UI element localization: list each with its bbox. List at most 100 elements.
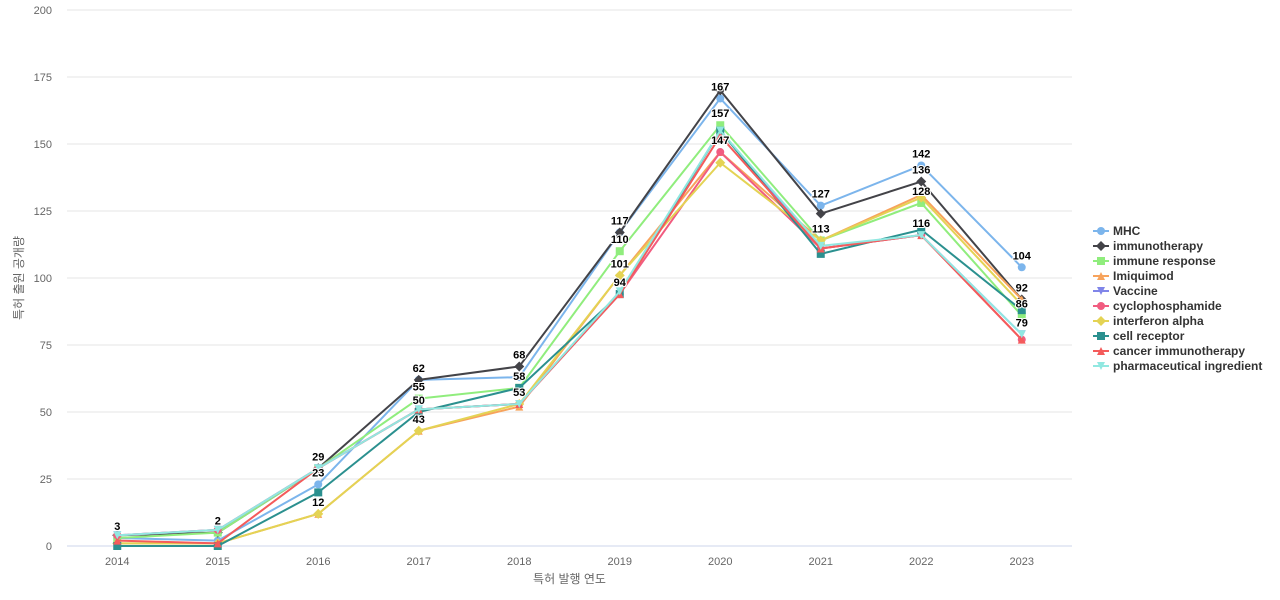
data-label: 127 [812, 189, 830, 201]
series-line-interferon-alpha [116, 161, 1023, 545]
data-point-pharmaceutical-ingredient [414, 405, 423, 414]
y-axis-title: 특허 출원 공개량 [12, 236, 26, 320]
legend-label: MHC [1113, 224, 1141, 238]
data-point-immune-response [414, 394, 423, 403]
legend-item-imiquimod[interactable]: Imiquimod [1093, 269, 1174, 283]
data-label: 92 [1016, 282, 1028, 294]
data-point-mhc [917, 161, 926, 170]
series-pharmaceutical-ingredient[interactable] [113, 126, 1026, 540]
data-point-pharmaceutical-ingredient [113, 531, 122, 540]
legend-item-mhc[interactable]: MHC [1093, 224, 1141, 238]
x-tick-label: 2023 [1010, 556, 1034, 568]
data-point-cell-receptor [515, 383, 524, 392]
data-point-interferon-alpha [916, 192, 927, 203]
data-point-immunotherapy [916, 176, 927, 187]
data-label: 86 [1016, 299, 1028, 311]
legend-item-pharmaceutical-ingredient[interactable]: pharmaceutical ingredient [1093, 359, 1262, 373]
series-layer [112, 85, 1027, 550]
y-tick-label: 150 [34, 139, 52, 151]
legend-symbol [1096, 316, 1106, 326]
data-point-cyclophosphamide [716, 148, 725, 157]
data-label: 128 [912, 186, 930, 198]
data-point-pharmaceutical-ingredient [515, 399, 524, 408]
data-label: 55 [413, 382, 425, 394]
legend-symbol [1097, 272, 1105, 280]
x-tick-label: 2020 [708, 556, 732, 568]
grid [67, 9, 1072, 547]
data-point-pharmaceutical-ingredient [1017, 330, 1026, 339]
y-tick-label: 25 [40, 474, 52, 486]
legend-symbol [1097, 347, 1105, 355]
axes: 0 25 50 75 100 125 150 175 200 2014 2015 2016 2017 20… [34, 5, 1072, 568]
data-point-pharmaceutical-ingredient [314, 464, 323, 473]
data-point-cell-receptor [917, 225, 926, 234]
data-point-cancer-immunotherapy [1017, 335, 1026, 344]
x-tick-label: 2018 [507, 556, 531, 568]
legend-item-interferon-alpha[interactable]: interferon alpha [1093, 314, 1204, 328]
x-tick-label: 2022 [909, 556, 933, 568]
legend-label: interferon alpha [1113, 314, 1204, 328]
data-label: 68 [513, 349, 525, 361]
legend-label: Vaccine [1113, 284, 1158, 298]
data-point-mhc [515, 373, 524, 382]
data-point-mhc [816, 201, 825, 210]
data-point-mhc [314, 480, 323, 489]
legend-item-cyclophosphamide[interactable]: cyclophosphamide [1093, 299, 1222, 313]
data-point-immunotherapy [514, 361, 525, 372]
data-label: 136 [912, 165, 930, 177]
legend-symbol [1097, 287, 1105, 295]
data-point-cancer-immunotherapy [213, 539, 222, 548]
legend-label: immunotherapy [1113, 239, 1203, 253]
data-label: 50 [413, 395, 425, 407]
data-point-immune-response [917, 198, 926, 207]
data-label: 147 [711, 135, 729, 147]
data-label: 12 [312, 497, 324, 509]
legend-symbol [1096, 241, 1106, 251]
y-tick-label: 200 [34, 5, 52, 17]
series-cyclophosphamide[interactable] [113, 148, 1026, 540]
data-point-immunotherapy [614, 227, 625, 238]
data-point-immunotherapy [413, 374, 424, 385]
data-label: 94 [614, 277, 627, 289]
data-label: 113 [812, 223, 830, 235]
series-immunotherapy[interactable] [112, 85, 1027, 541]
series-line-immune-response [116, 124, 1023, 539]
legend-item-immune-response[interactable]: immune response [1093, 254, 1216, 268]
series-interferon-alpha[interactable] [112, 157, 1027, 549]
legend-symbol [1097, 332, 1105, 340]
data-label: 101 [611, 258, 629, 270]
data-point-pharmaceutical-ingredient [816, 241, 825, 250]
legend-item-cell-receptor[interactable]: cell receptor [1093, 329, 1185, 343]
series-vaccine[interactable] [113, 126, 1026, 540]
legend-symbol [1097, 257, 1105, 265]
data-label: 110 [611, 234, 629, 246]
data-label: 117 [611, 215, 629, 227]
series-line-vaccine [116, 129, 1023, 537]
series-line-pharmaceutical-ingredient [116, 129, 1023, 537]
data-label: 62 [413, 363, 425, 375]
legend-label: cyclophosphamide [1113, 299, 1222, 313]
legend-item-cancer-immunotherapy[interactable]: cancer immunotherapy [1093, 344, 1245, 358]
data-point-mhc [716, 94, 725, 103]
legend-label: immune response [1113, 254, 1216, 268]
legend-item-vaccine[interactable]: Vaccine [1093, 284, 1158, 298]
data-point-immune-response [615, 247, 624, 256]
data-label: 104 [1013, 250, 1032, 262]
series-line-mhc [116, 97, 1023, 542]
data-label: 2 [215, 516, 221, 528]
data-label: 167 [711, 81, 729, 93]
data-label: 3 [114, 521, 120, 533]
x-axis-title: 특허 발행 연도 [533, 571, 606, 586]
data-label: 79 [1016, 317, 1028, 329]
data-point-pharmaceutical-ingredient [716, 126, 725, 135]
y-tick-label: 100 [34, 273, 52, 285]
data-point-interferon-alpha [413, 425, 424, 436]
y-tick-label: 175 [34, 72, 52, 84]
data-point-immune-response [1017, 311, 1026, 320]
y-tick-label: 0 [46, 541, 52, 553]
data-label: 53 [513, 387, 525, 399]
legend-item-immunotherapy[interactable]: immunotherapy [1093, 239, 1203, 253]
legend-symbol [1097, 362, 1105, 370]
x-tick-label: 2016 [306, 556, 330, 568]
